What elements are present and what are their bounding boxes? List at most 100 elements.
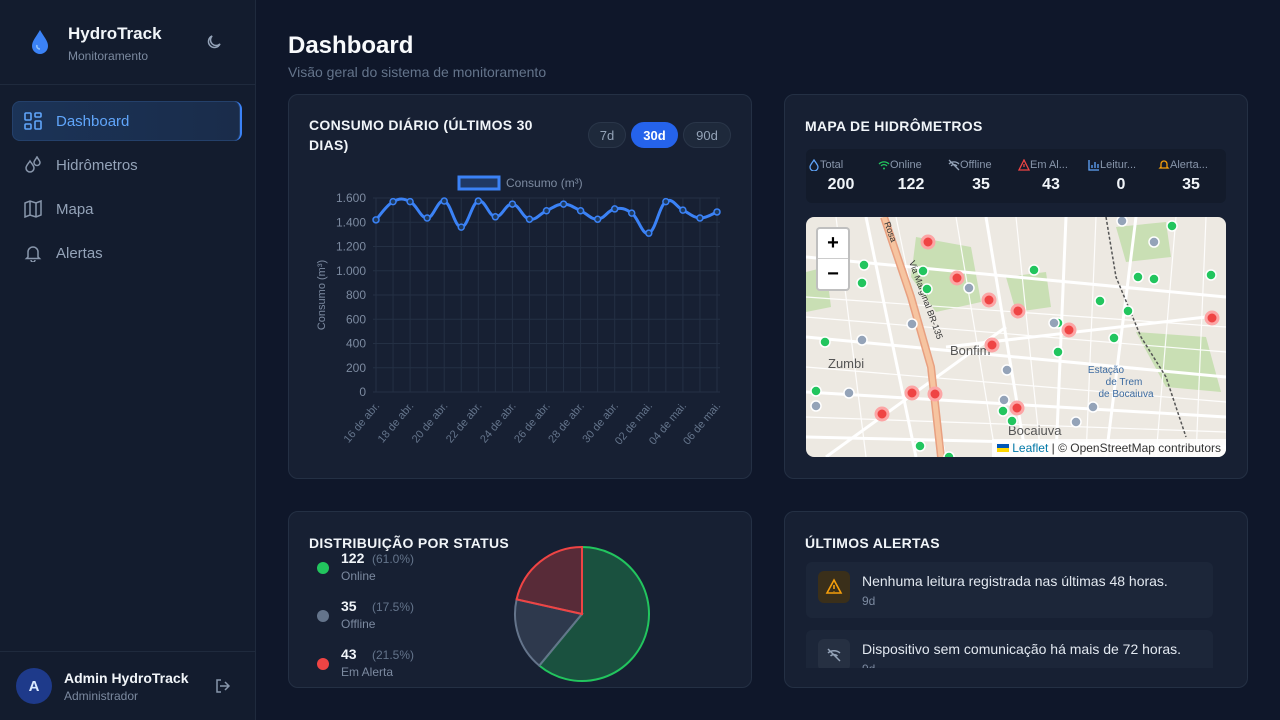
stat-value: 43: [1042, 176, 1060, 193]
nav-label: Hidrômetros: [56, 156, 138, 174]
alert-item[interactable]: Nenhuma leitura registrada nas últimas 4…: [806, 562, 1213, 618]
legend-percent: (61.0%): [372, 552, 415, 566]
legend-label: Online: [341, 569, 376, 583]
railway: [1105, 217, 1187, 438]
legend-swatch: [457, 175, 501, 191]
pie-chart: [514, 545, 650, 682]
user-name: Admin HydroTrack: [64, 670, 189, 686]
icon: [25, 156, 41, 173]
alert-age: 9d: [862, 594, 876, 608]
legend-item: 122 (61.0%) Online: [317, 550, 477, 590]
user-role: Administrador: [64, 689, 139, 703]
alert-message: Nenhuma leitura registrada nas últimas 4…: [862, 573, 1168, 589]
legend-dot: [317, 610, 329, 622]
legend-percent: (21.5%): [372, 648, 415, 662]
logo: [32, 30, 48, 54]
icon: [24, 112, 42, 130]
nav-item[interactable]: Hidrômetros: [12, 145, 242, 185]
legend-value: 43: [341, 646, 357, 662]
map-label: de Bocaiuva: [1098, 389, 1153, 400]
divider: [0, 84, 255, 85]
nav-item[interactable]: Mapa: [12, 189, 242, 229]
page-subtitle: Visão geral do sistema de monitoramento: [288, 64, 547, 80]
nav-item[interactable]: Dashboard: [12, 101, 242, 141]
y-tick-label: 1.200: [336, 240, 366, 254]
point: [372, 216, 380, 224]
map-label: Bocaiuva: [1008, 423, 1062, 438]
map-label: Estação: [1088, 365, 1125, 376]
stat-value: 35: [1182, 176, 1200, 193]
stat-value: 122: [897, 176, 925, 193]
divider: [0, 651, 255, 652]
icon: [809, 159, 819, 171]
range-button[interactable]: 30d: [631, 122, 678, 148]
alert-message: Dispositivo sem comunicação há mais de 7…: [862, 641, 1182, 657]
theme-toggle[interactable]: [205, 33, 223, 51]
icon: [948, 159, 960, 171]
point: [406, 197, 414, 206]
nav-label: Mapa: [56, 200, 94, 218]
map-label: Rosa: [882, 220, 899, 243]
zoom-out[interactable]: −: [827, 262, 839, 285]
point: [610, 205, 619, 213]
legend-value: 35: [341, 598, 357, 614]
attribution-link[interactable]: Leaflet: [1012, 441, 1049, 455]
stats-bar: Total 200 Online 122 Offline 35 Em Al... 43 …: [806, 149, 1226, 203]
range-button[interactable]: 7d: [588, 122, 626, 148]
y-tick-label: 1.000: [336, 264, 366, 278]
y-tick-label: 400: [346, 337, 366, 351]
attribution: Leaflet | © OpenStreetMap contributors: [992, 439, 1226, 457]
y-axis-label: Consumo (m³): [316, 260, 328, 330]
point: [389, 197, 397, 206]
stat: Alerta... 35: [1156, 149, 1226, 203]
point: [628, 209, 636, 217]
pie-slice: [537, 545, 650, 682]
brand-subtitle: Monitoramento: [68, 49, 149, 63]
icon: [1158, 160, 1170, 169]
alert-item[interactable]: Dispositivo sem comunicação há mais de 7…: [806, 630, 1213, 668]
status-card: DISTRIBUIÇÃO POR STATUS 122 (61.0%) Online…: [288, 511, 752, 688]
stat: Em Al... 43: [1016, 149, 1086, 203]
point: [474, 197, 483, 205]
brand: HydroTrack: [68, 24, 162, 43]
stat-value: 35: [972, 176, 990, 193]
logout[interactable]: [215, 678, 231, 694]
legend-item: 35 (17.5%) Offline: [317, 598, 477, 638]
y-tick-label: 800: [346, 288, 366, 302]
map[interactable]: Via Marginal BR-135 Rosa Zumbi Bonfim Bo…: [806, 217, 1226, 457]
stat: Offline 35: [946, 149, 1016, 203]
icon: [24, 200, 42, 218]
point: [525, 215, 534, 223]
attribution-text: | © OpenStreetMap contributors: [1051, 441, 1221, 455]
legend-percent: (17.5%): [372, 600, 415, 614]
page-title: Dashboard: [288, 32, 414, 59]
point: [713, 208, 721, 216]
point: [696, 214, 704, 222]
stat-label: Offline: [960, 159, 992, 171]
alert-age: 9d: [862, 662, 875, 668]
card-title: CONSUMO DIÁRIO (ÚLTIMOS 30 DIAS): [309, 117, 533, 153]
alerts-card: ÚLTIMOS ALERTAS Nenhuma leitura registra…: [784, 511, 1248, 688]
alert-list: Nenhuma leitura registrada nas últimas 4…: [806, 562, 1213, 668]
legend-label: Em Alerta: [341, 665, 394, 679]
highway-inner: [881, 217, 944, 457]
y-tick-label: 600: [346, 312, 366, 326]
nav-label: Alertas: [56, 244, 103, 262]
point: [457, 223, 465, 231]
consumption-card: CONSUMO DIÁRIO (ÚLTIMOS 30 DIAS) 7d 30d …: [288, 94, 752, 479]
stat-label: Online: [890, 159, 922, 171]
stat-value: 200: [827, 176, 855, 193]
stat-label: Leitur...: [1100, 159, 1137, 171]
zoom-control: + −: [816, 227, 850, 291]
point: [645, 229, 653, 237]
pie-slice: [515, 545, 583, 616]
nav-label: Dashboard: [56, 112, 130, 130]
range-button[interactable]: 90d: [683, 122, 731, 148]
card-title: DISTRIBUIÇÃO POR STATUS: [309, 535, 510, 551]
alert-icon: [818, 571, 850, 603]
nav-item[interactable]: Alertas: [12, 233, 242, 273]
zoom-in[interactable]: +: [818, 229, 848, 259]
y-tick-label: 1.400: [336, 215, 366, 229]
legend-dot: [317, 658, 329, 670]
avatar: A: [16, 668, 52, 704]
